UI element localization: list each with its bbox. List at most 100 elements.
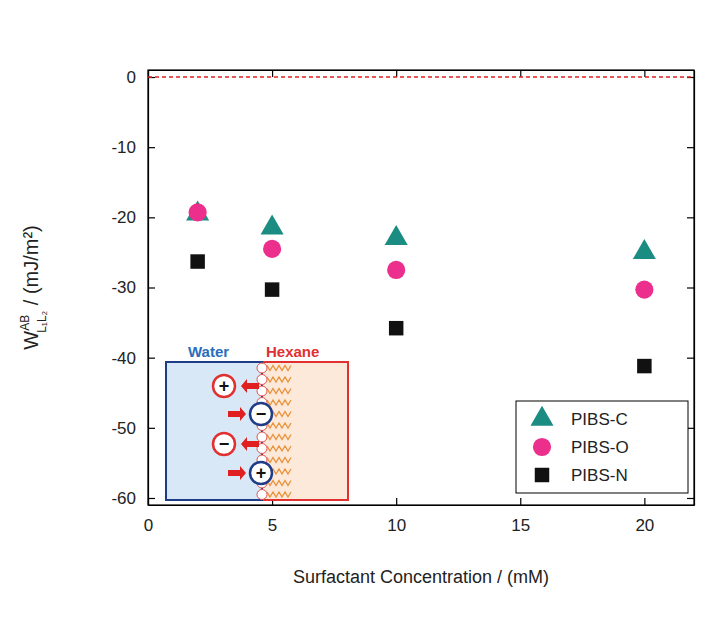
tick-mark: [148, 217, 155, 218]
tick-mark: [644, 498, 645, 505]
tick-label: -30: [111, 278, 136, 297]
inset-label: Water: [188, 343, 229, 360]
inset-charge: [213, 433, 235, 455]
inset-tail: [267, 400, 291, 405]
point: [385, 225, 408, 245]
tick-mark: [148, 147, 155, 148]
inset-charge: [213, 375, 235, 397]
tick: [687, 217, 694, 218]
inset-charge: [250, 462, 272, 484]
inset-hexane: [262, 362, 348, 500]
tick: [687, 498, 694, 499]
point: [389, 321, 403, 335]
inset-tail: [267, 492, 291, 497]
tick-mark: [687, 287, 694, 288]
inset-arrow: [228, 466, 246, 480]
tick: 5: [268, 498, 277, 535]
inset-head: [257, 363, 267, 373]
tick-mark: [148, 287, 155, 288]
inset-tail: [267, 458, 291, 463]
axis-line: [149, 505, 695, 506]
tick: -40: [111, 349, 155, 368]
tick-mark: [687, 217, 694, 218]
chart: 0 5 10 15 20 0 -10 -20 -30 -40 -50 -60 Surfactant Co…: [0, 0, 702, 620]
inset: WaterHexane+−−+: [166, 343, 348, 500]
legend-marker: [533, 438, 551, 456]
axis-line: [149, 70, 695, 71]
tick-label: -50: [111, 419, 136, 438]
point: [387, 261, 405, 279]
tick-mark: [687, 498, 694, 499]
tick: [396, 70, 397, 77]
legend: PIBS-C PIBS-O PIBS-N: [516, 401, 688, 493]
tick: [644, 70, 645, 77]
tick-label: 20: [635, 516, 654, 535]
x-axis-title: Surfactant Concentration / (mM): [293, 567, 549, 587]
tick-label: -10: [111, 138, 136, 157]
inset-water: [166, 362, 262, 500]
point: [189, 203, 207, 221]
tick-mark: [687, 358, 694, 359]
inset-charge-label: −: [219, 434, 230, 454]
tick-label: -60: [111, 489, 136, 508]
tick: [687, 358, 694, 359]
tick: [687, 147, 694, 148]
inset-head: [257, 490, 267, 500]
tick: -60: [111, 489, 155, 508]
tick-mark: [148, 358, 155, 359]
y-axis-title: WABL₁L₂ / (mJ/m²): [18, 225, 49, 350]
inset-charge: [250, 403, 272, 425]
tick: 15: [511, 498, 530, 535]
tick: 10: [387, 498, 406, 535]
tick: [272, 70, 273, 77]
inset-tail: [267, 366, 291, 371]
legend-label: PIBS-C: [571, 410, 628, 429]
tick: -50: [111, 419, 155, 438]
point: [637, 359, 651, 373]
series-0: [186, 201, 656, 260]
axis-line: [694, 71, 695, 506]
y-axis: 0 -10 -20 -30 -40 -50 -60: [111, 68, 155, 508]
tick-mark: [272, 70, 273, 77]
inset-arrow: [228, 407, 246, 421]
tick-mark: [148, 498, 155, 499]
inset-tail: [267, 423, 291, 428]
tick: -20: [111, 208, 155, 227]
legend-box: [516, 401, 688, 493]
inset-tail: [267, 481, 291, 486]
plot-area: [148, 77, 694, 373]
point: [263, 240, 281, 258]
inset-tail: [267, 377, 291, 382]
inset-charge-label: +: [219, 376, 230, 396]
tick-label: -20: [111, 208, 136, 227]
point: [261, 215, 284, 235]
x-axis-top: [149, 70, 695, 77]
legend-label: PIBS-N: [571, 466, 628, 485]
tick-mark: [148, 428, 155, 429]
inset-charge-label: −: [256, 404, 267, 424]
inset-head: [257, 432, 267, 442]
inset-tail: [267, 389, 291, 394]
inset-arrow: [241, 379, 259, 393]
point: [635, 281, 653, 299]
tick: 20: [635, 498, 654, 535]
tick: [687, 288, 694, 289]
reference-line: [148, 76, 694, 78]
legend-label: PIBS-O: [571, 438, 629, 457]
tick-label: 15: [511, 516, 530, 535]
plot-frame: [148, 70, 694, 505]
tick-label: 10: [387, 516, 406, 535]
inset-label: Hexane: [266, 343, 319, 360]
series-2: [190, 254, 651, 373]
tick-label: -40: [111, 349, 136, 368]
tick-mark: [687, 147, 694, 148]
inset-arrow: [241, 437, 259, 451]
series-1: [189, 203, 654, 298]
inset-tail: [267, 446, 291, 451]
point: [633, 239, 656, 259]
tick-label: 0: [127, 68, 136, 87]
tick: -30: [111, 278, 155, 297]
legend-marker: [535, 468, 549, 482]
x-axis: 05101520: [144, 498, 695, 535]
legend-marker: [530, 406, 553, 426]
